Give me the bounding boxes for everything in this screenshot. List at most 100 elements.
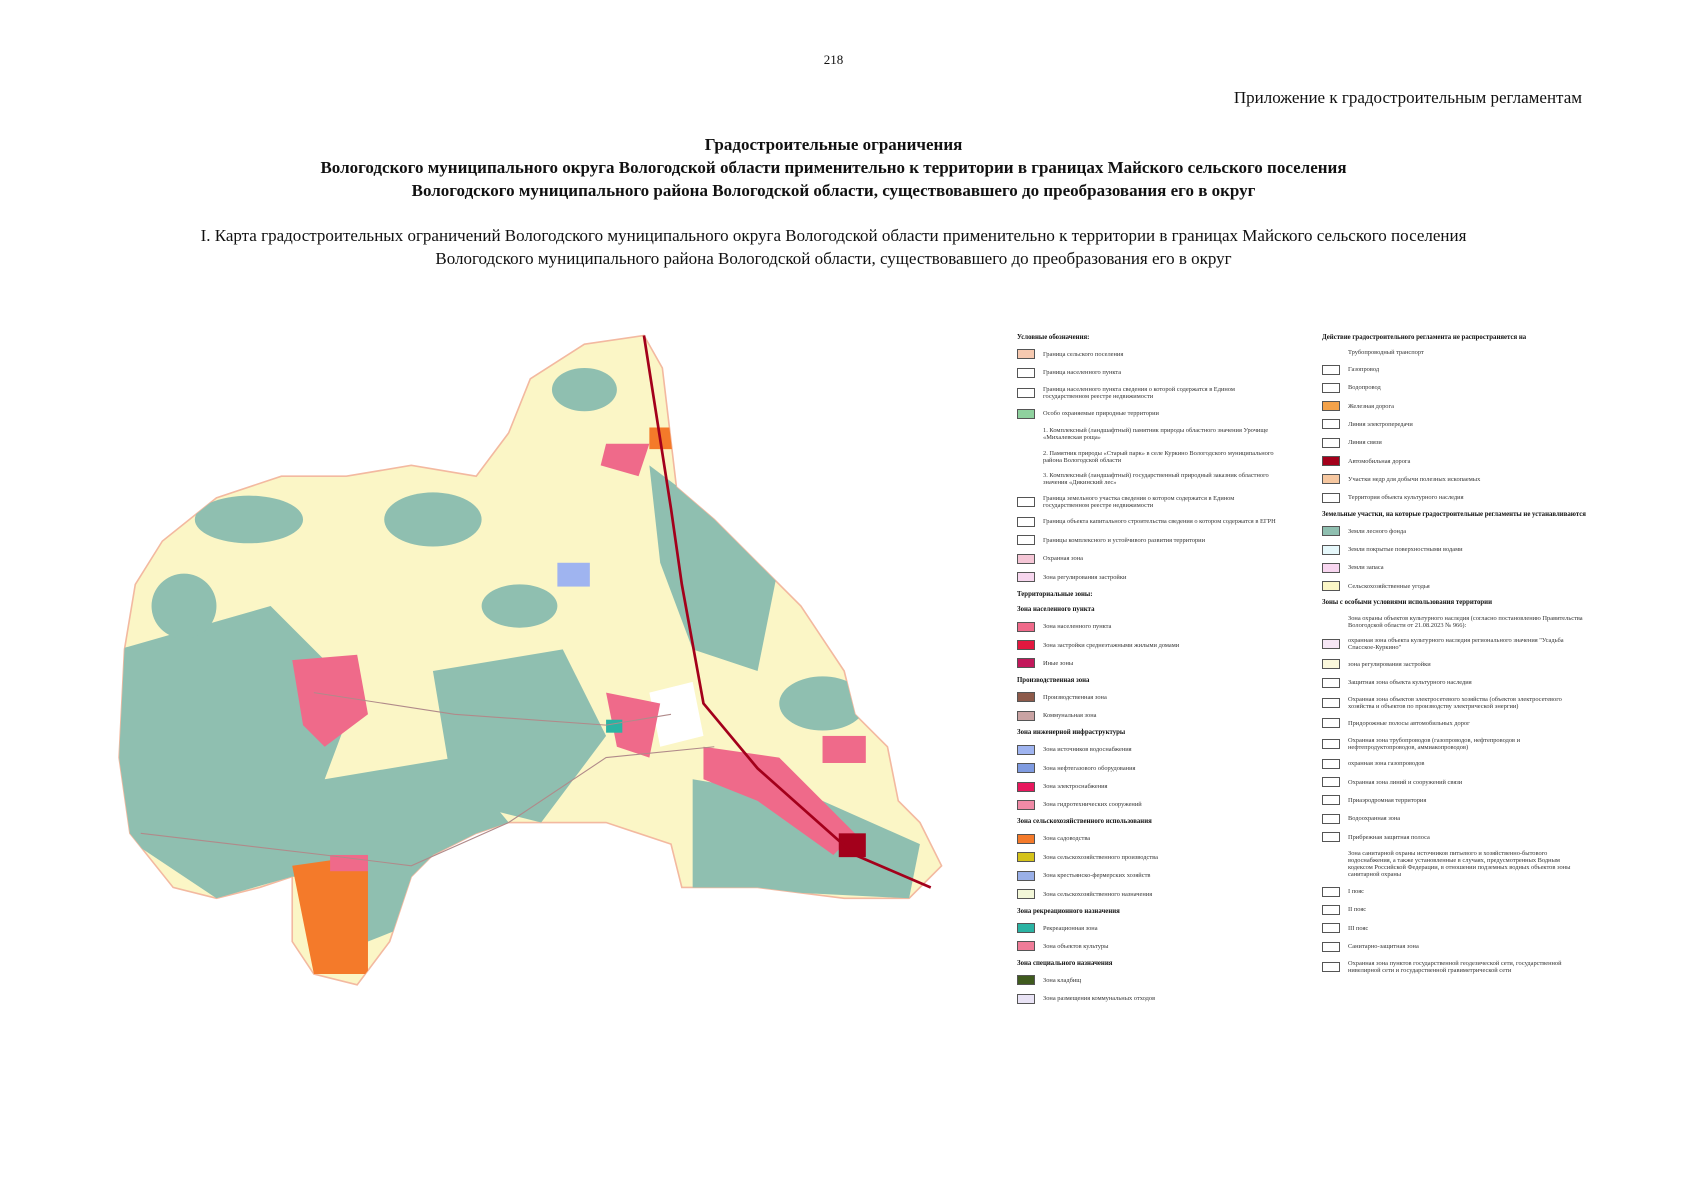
forest — [432, 649, 607, 823]
legend-label: Зона сельскохозяйственного назначения — [1043, 890, 1153, 898]
legend-item: Зона кладбищ — [1017, 975, 1297, 986]
legend-item: Граница населенного пункта — [1017, 367, 1297, 378]
page-number: 218 — [823, 52, 844, 67]
legend-label: Производственная зона — [1043, 693, 1107, 701]
legend-label: Охранная зона объектов электросетевого х… — [1348, 695, 1562, 710]
legend-swatch — [1322, 697, 1340, 708]
legend-heading: Зона сельскохозяйственного использования — [1017, 818, 1152, 826]
water-supply — [557, 562, 590, 587]
settlement — [822, 735, 866, 763]
legend-item: Зона электроснабжения — [1017, 781, 1297, 792]
legend-swatch — [1322, 777, 1340, 788]
legend-item: Зона сельскохозяйственного производства — [1017, 852, 1297, 863]
legend-swatch — [1322, 738, 1340, 749]
legend-label: Зона объектов культуры — [1043, 942, 1109, 950]
legend-swatch — [1017, 852, 1035, 863]
water — [649, 681, 704, 747]
legend-label: Иные зоны — [1043, 659, 1074, 667]
legend-item: Земли покрытые поверхностными водами — [1322, 544, 1602, 555]
legend-label: Рекреационная зона — [1043, 924, 1098, 932]
gardening — [292, 854, 368, 975]
legend-label: Зона нефтегазового оборудования — [1043, 764, 1136, 772]
legend-swatch — [1322, 437, 1340, 448]
legend-item: Охранная зона линий и сооружений связи — [1322, 777, 1602, 788]
legend-item: Зона застройки среднеэтажными жилыми дом… — [1017, 640, 1297, 650]
legend-item: Зона санитарной охраны источников питьев… — [1322, 850, 1602, 878]
forest — [384, 492, 482, 547]
legend-label: Водоохранная зона — [1348, 815, 1401, 823]
legend-item: Зона охраны объектов культурного наследи… — [1322, 615, 1602, 629]
legend-label: Прибрежная защитная полоса — [1348, 833, 1430, 841]
forest — [649, 465, 780, 671]
legend-swatch — [1322, 544, 1340, 555]
legend-swatch — [1322, 456, 1340, 467]
legend-swatch — [1322, 562, 1340, 573]
legend-swatch — [1017, 763, 1035, 774]
legend-label: Зона гидротехнических сооружений — [1043, 801, 1142, 809]
legend-label: Территория объекта культурного наследия — [1348, 494, 1464, 502]
legend-swatch — [1017, 923, 1035, 933]
legend-label: 2. Памятник природы «Старый парк» в селе… — [1043, 449, 1274, 464]
railway — [642, 335, 932, 889]
legend-label: охранная зона газопроводов — [1348, 760, 1425, 768]
legend-label: Придорожные полосы автомобильных дорог — [1348, 719, 1470, 727]
road — [313, 692, 672, 726]
legend-item: Зона крестьянско-фермерских хозяйств — [1017, 870, 1297, 881]
legend-label: Зона регулирования застройки — [1043, 573, 1127, 581]
legend-item: охранная зона газопроводов — [1322, 758, 1602, 769]
legend-heading: Зоны с особыми условиями использования т… — [1322, 599, 1493, 607]
legend-item: Граница населенного пункта сведения о ко… — [1017, 386, 1297, 400]
legend-left: Условные обозначения: Граница сельского п… — [1017, 334, 1297, 1004]
legend-item: Иные зоны — [1017, 658, 1297, 669]
legend-swatch — [1322, 474, 1340, 485]
legend-item: Граница земельного участка сведения о ко… — [1017, 495, 1297, 509]
legend-swatch — [1322, 659, 1340, 670]
legend-label: Граница населенного пункта сведения о ко… — [1043, 386, 1235, 401]
legend-swatch — [1322, 382, 1340, 393]
legend-label: Зона кладбищ — [1043, 976, 1082, 984]
road-node — [838, 833, 866, 858]
legend-item: Зона населенного пункта — [1017, 621, 1297, 632]
map-zones — [119, 367, 920, 975]
legend-swatch — [1322, 401, 1340, 412]
legend-label: Земли покрытые поверхностными водами — [1348, 546, 1463, 554]
legend-label: III пояс — [1348, 924, 1369, 932]
legend-heading: Условные обозначения: — [1017, 334, 1090, 341]
legend-item: Зона размещения коммунальных отходов — [1017, 993, 1297, 1004]
forest — [551, 367, 617, 412]
subtitle-line: Вологодского муниципального района Волог… — [435, 249, 1232, 268]
legend-swatch — [1017, 496, 1035, 507]
forest — [119, 606, 509, 899]
legend-swatch — [1017, 889, 1035, 900]
legend-label: Трубопроводный транспорт — [1348, 349, 1424, 357]
legend-label: Зона населенного пункта — [1043, 623, 1112, 631]
legend-item: Границы комплексного и устойчивого разви… — [1017, 535, 1297, 546]
legend-swatch — [1322, 923, 1340, 934]
legend-item: Трубопроводный транспорт — [1322, 349, 1602, 356]
legend-swatch — [1017, 408, 1035, 419]
legend-item: Автомобильная дорога — [1322, 456, 1602, 467]
legend-heading: Земельные участки, на которые градострои… — [1322, 510, 1586, 518]
legend-item: Земли лесного фонда — [1322, 526, 1602, 537]
legend-swatch — [1322, 886, 1340, 897]
legend-heading: Территориальные зоны: — [1017, 590, 1093, 598]
legend-label: Линия связи — [1348, 439, 1382, 447]
legend-swatch — [1017, 710, 1035, 721]
legend-item: Линия связи — [1322, 437, 1602, 448]
legend-item: Приаэродромная территория — [1322, 795, 1602, 806]
legend-label: Санитарно-защитная зона — [1348, 943, 1419, 950]
legend-label: Водопровод — [1348, 384, 1381, 392]
legend-label: Земли запаса — [1348, 564, 1384, 572]
forest — [692, 779, 920, 899]
legend-label: Зона санитарной охраны источников питьев… — [1348, 850, 1571, 879]
legend-swatch — [1017, 870, 1035, 881]
legend-swatch — [1017, 535, 1035, 546]
legend-label: зона регулирования застройки — [1348, 660, 1431, 668]
legend-item: Санитарно-защитная зона — [1322, 941, 1602, 952]
legend-item: Земли запаса — [1322, 562, 1602, 573]
legend-swatch — [1017, 349, 1035, 360]
legend-swatch — [1322, 364, 1340, 375]
legend-heading: Действие градостроительного регламента н… — [1322, 334, 1527, 341]
settlement — [606, 692, 661, 758]
